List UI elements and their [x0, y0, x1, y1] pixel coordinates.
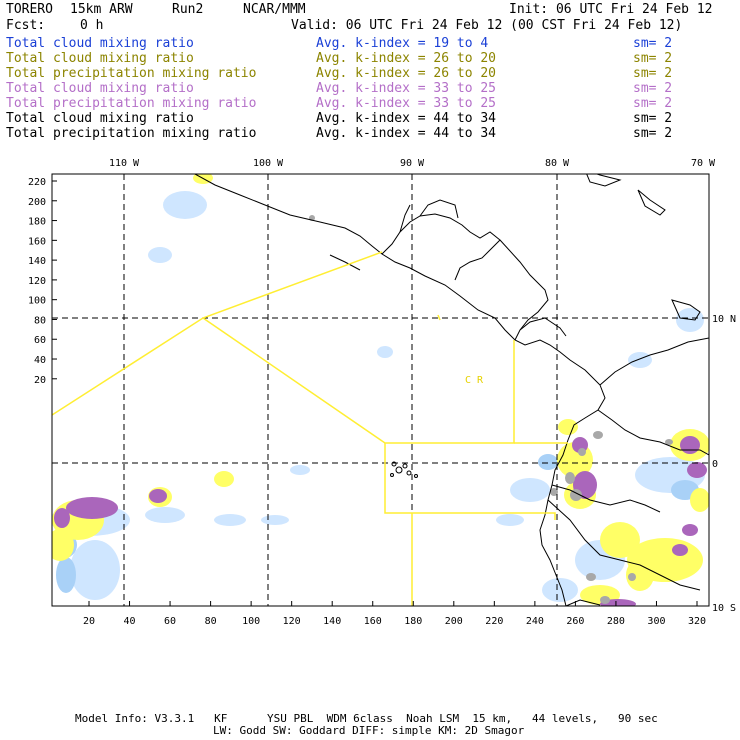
legend-label: Total cloud mixing ratio — [6, 81, 194, 96]
model-name: TORERO — [6, 2, 53, 17]
init-time: Init: 06 UTC Fri 24 Feb 12 — [509, 2, 713, 17]
region-label: C R — [465, 375, 484, 386]
x-tick-label: 60 — [164, 616, 176, 627]
y-tick-label: 100 — [28, 296, 46, 307]
legend-sm: sm= 2 — [633, 96, 673, 111]
forecast-value: 0 h — [80, 18, 104, 33]
legend-sm: sm= 2 — [633, 111, 673, 126]
lat-lon-grid — [52, 174, 709, 606]
x-tick-label: 280 — [607, 616, 625, 627]
map-axes: 110 W 100 W 90 W 80 W 70 W 10 N 0 10 S 220 200 180… — [28, 158, 736, 627]
galapagos-islands — [390, 461, 418, 478]
legend-label: Total precipitation mixing ratio — [6, 126, 257, 141]
legend-sm: sm= 2 — [633, 51, 673, 66]
legend-index: Avg. k-index = 26 to 20 — [316, 66, 497, 81]
map-plot-area: C R — [52, 174, 709, 606]
valid-time: Valid: 06 UTC Fri 24 Feb 12 (00 CST Fri … — [291, 18, 683, 33]
y-tick-label: 160 — [28, 236, 46, 247]
org-label: NCAR/MMM — [243, 2, 306, 17]
legend-index: Avg. k-index = 33 to 25 — [316, 96, 497, 111]
y-tick-label: 140 — [28, 256, 46, 267]
y-tick-label: 80 — [34, 315, 46, 326]
longitude-label: 80 W — [545, 158, 570, 169]
precip-mixing-yellow — [52, 174, 709, 605]
x-tick-label: 260 — [566, 616, 584, 627]
y-tick-label: 120 — [28, 276, 46, 287]
x-tick-label: 20 — [83, 616, 95, 627]
x-tick-label: 200 — [445, 616, 463, 627]
x-tick-label: 320 — [688, 616, 706, 627]
x-tick-label: 80 — [205, 616, 217, 627]
latitude-label: 10 S — [712, 603, 736, 614]
x-tick-label: 240 — [526, 616, 544, 627]
legend-sm: sm= 2 — [633, 126, 673, 141]
longitude-label: 70 W — [691, 158, 716, 169]
longitude-label: 90 W — [400, 158, 425, 169]
region-boundaries — [52, 251, 568, 606]
x-tick-label: 160 — [364, 616, 382, 627]
x-tick-label: 220 — [485, 616, 503, 627]
legend-index: Avg. k-index = 44 to 34 — [316, 126, 497, 141]
legend-label: Total precipitation mixing ratio — [6, 96, 257, 111]
physics-info: LW: Godd SW: Goddard DIFF: simple KM: 2D… — [213, 724, 525, 737]
legend-sm: sm= 2 — [633, 36, 673, 51]
forecast-label: Fcst: — [6, 18, 46, 33]
legend-index: Avg. k-index = 19 to 4 — [316, 36, 489, 51]
latitude-label: 10 N — [712, 314, 736, 325]
x-tick-label: 120 — [283, 616, 301, 627]
run-label: Run2 — [172, 2, 204, 17]
plot-border — [51, 173, 710, 607]
legend-index: Avg. k-index = 44 to 34 — [316, 111, 497, 126]
cloud-mixing-gray — [309, 215, 673, 604]
legend-sm: sm= 2 — [633, 66, 673, 81]
resolution: 15km ARW — [70, 2, 133, 17]
legend-label: Total cloud mixing ratio — [6, 51, 194, 66]
longitude-label: 110 W — [109, 158, 140, 169]
legend-label: Total precipitation mixing ratio — [6, 66, 257, 81]
y-tick-label: 20 — [34, 375, 46, 386]
coastlines — [194, 174, 709, 606]
longitude-label: 100 W — [253, 158, 284, 169]
y-tick-label: 200 — [28, 197, 46, 208]
y-tick-label: 180 — [28, 217, 46, 228]
y-tick-label: 220 — [28, 177, 46, 188]
latitude-label: 0 — [712, 459, 718, 470]
legend-index: Avg. k-index = 33 to 25 — [316, 81, 497, 96]
model-info: Model Info: V3.3.1 KF YSU PBL WDM 6class… — [75, 712, 658, 725]
x-tick-label: 140 — [323, 616, 341, 627]
y-tick-label: 60 — [34, 335, 46, 346]
legend-label: Total cloud mixing ratio — [6, 36, 194, 51]
x-tick-label: 40 — [124, 616, 136, 627]
legend-index: Avg. k-index = 26 to 20 — [316, 51, 497, 66]
x-tick-label: 100 — [242, 616, 260, 627]
x-tick-label: 300 — [647, 616, 665, 627]
y-tick-label: 40 — [34, 355, 46, 366]
legend-sm: sm= 2 — [633, 81, 673, 96]
precip-mixing-purple — [54, 436, 707, 606]
x-tick-label: 180 — [404, 616, 422, 627]
legend-label: Total cloud mixing ratio — [6, 111, 194, 126]
